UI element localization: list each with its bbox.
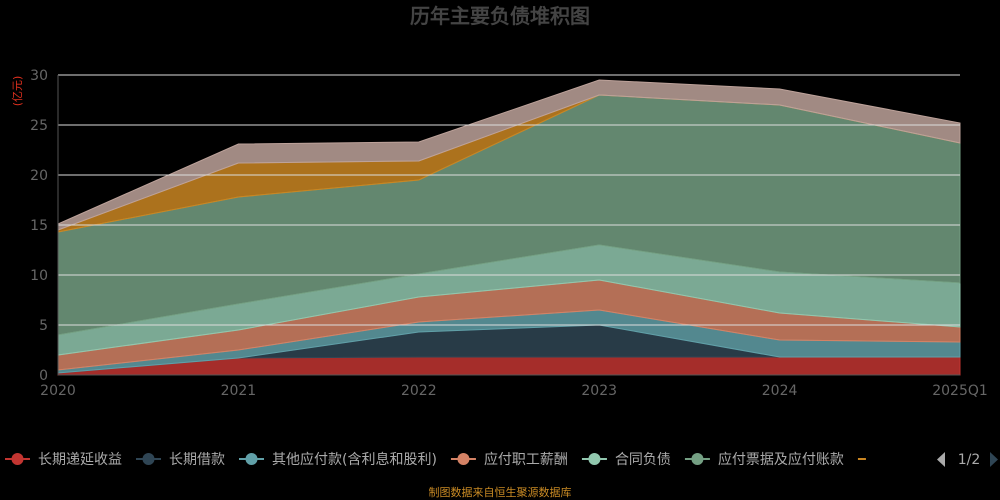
legend-label: 应付票据及应付账款 — [718, 451, 844, 468]
y-tick-label: 5 — [39, 318, 48, 334]
grid-lines — [57, 74, 960, 376]
chart-title: 历年主要负债堆积图 — [410, 4, 590, 28]
legend-pager: 1/2 — [937, 452, 998, 468]
legend-item[interactable]: 其他应付款(含利息和股利) — [239, 451, 437, 468]
legend-prev-icon[interactable] — [937, 452, 945, 467]
x-tick-label: 2022 — [401, 383, 437, 399]
y-axis-ticks: 0 5 10 15 20 25 30 — [30, 68, 48, 384]
legend-item[interactable]: 合同负债 — [581, 452, 671, 468]
legend-page-indicator: 1/2 — [958, 452, 981, 468]
x-tick-label: 2025Q1 — [932, 383, 988, 399]
x-tick-label: 2024 — [762, 383, 798, 399]
x-tick-label: 2023 — [581, 383, 617, 399]
legend-marker-icon — [142, 453, 155, 465]
y-tick-label: 10 — [30, 268, 48, 284]
legend-item[interactable]: 长期借款 — [136, 452, 225, 468]
legend-item[interactable]: 应付职工薪酬 — [450, 451, 568, 468]
legend: 长期递延收益 长期借款 其他应付款(含利息和股利) 应付职工薪酬 合同负债 应付票据及应付… — [5, 451, 866, 468]
legend-label: 长期借款 — [169, 452, 225, 468]
legend-marker-icon — [691, 453, 704, 465]
legend-next-icon[interactable] — [990, 452, 998, 467]
area-layer — [57, 79, 961, 376]
legend-label: 长期递延收益 — [38, 452, 122, 468]
y-axis-unit: (亿元) — [11, 76, 24, 107]
x-axis-ticks: 2020 2021 2022 2023 2024 2025Q1 — [40, 383, 988, 399]
y-tick-label: 30 — [30, 68, 48, 84]
legend-label: 合同负债 — [615, 452, 671, 468]
y-tick-label: 25 — [30, 118, 48, 134]
data-source: 制图数据来自恒生聚源数据库 — [429, 485, 572, 499]
legend-item[interactable]: 应付票据及应付账款 — [684, 451, 844, 468]
legend-label: 其他应付款(含利息和股利) — [272, 451, 437, 468]
legend-item[interactable]: 长期递延收益 — [5, 452, 122, 468]
area-series-7 — [57, 79, 961, 231]
legend-marker-icon — [457, 453, 470, 465]
x-tick-label: 2020 — [40, 383, 76, 399]
x-tick-label: 2021 — [221, 383, 257, 399]
legend-label: 应付职工薪酬 — [484, 451, 568, 468]
y-tick-label: 0 — [39, 368, 48, 384]
legend-marker-icon — [588, 453, 601, 465]
legend-marker-icon — [245, 453, 258, 465]
y-tick-label: 15 — [30, 218, 48, 234]
y-tick-label: 20 — [30, 168, 48, 184]
legend-marker-icon — [11, 453, 24, 465]
